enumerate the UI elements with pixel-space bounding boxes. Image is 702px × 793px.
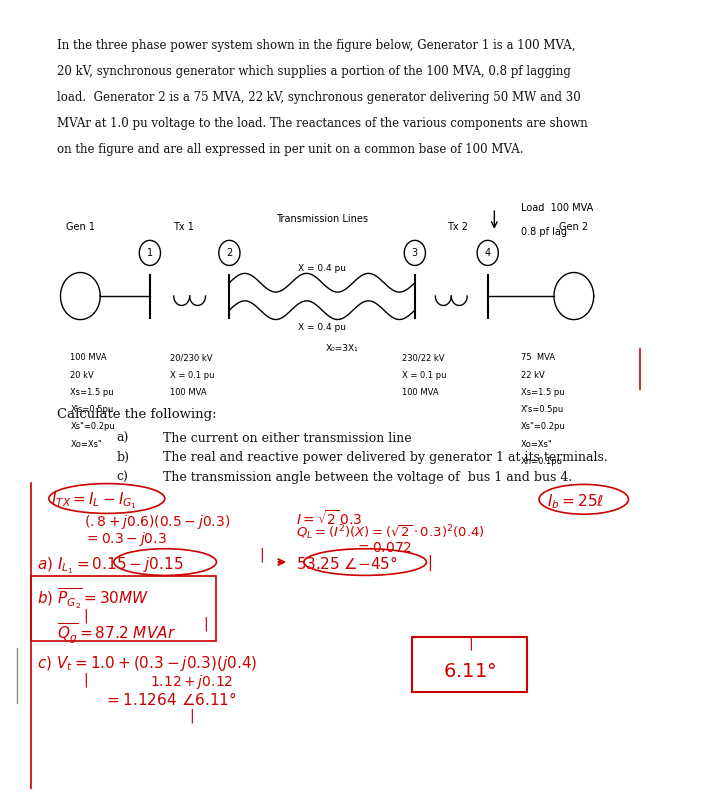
- Text: Transmission Lines: Transmission Lines: [276, 214, 368, 224]
- Text: $= 1.1264\ \angle 6.11°$: $= 1.1264\ \angle 6.11°$: [103, 691, 237, 707]
- Text: X's=0.5pu: X's=0.5pu: [70, 405, 114, 414]
- Text: |: |: [84, 608, 88, 623]
- Text: 3: 3: [412, 248, 418, 258]
- Text: $(.8+j0.6)(0.5-j0.3)$: $(.8+j0.6)(0.5-j0.3)$: [84, 512, 230, 531]
- Text: 22 kV: 22 kV: [521, 370, 545, 380]
- Text: $\overline{Q_g} = 87.2\ MVAr$: $\overline{Q_g} = 87.2\ MVAr$: [57, 622, 176, 646]
- Text: X = 0.4 pu: X = 0.4 pu: [298, 324, 346, 332]
- Text: Xn=0.1pu: Xn=0.1pu: [521, 457, 563, 466]
- Text: c): c): [117, 471, 128, 484]
- Text: $= 0.072$: $= 0.072$: [355, 541, 413, 555]
- Text: $c)\ V_t = 1.0 + (0.3-j0.3)(j0.4)$: $c)\ V_t = 1.0 + (0.3-j0.3)(j0.4)$: [37, 654, 258, 673]
- Text: The transmission angle between the voltage of  bus 1 and bus 4.: The transmission angle between the volta…: [163, 471, 572, 484]
- Text: |: |: [84, 672, 88, 688]
- Text: X = 0.4 pu: X = 0.4 pu: [298, 264, 346, 274]
- Text: $Q_L = (I^2)(X) = (\sqrt{2}\cdot 0.3)^2(0.4)$: $Q_L = (I^2)(X) = (\sqrt{2}\cdot 0.3)^2(…: [296, 523, 484, 542]
- Text: $6.11°$: $6.11°$: [443, 661, 496, 680]
- Text: $53.25\ \angle{-45°}$: $53.25\ \angle{-45°}$: [296, 555, 397, 572]
- Text: |: |: [203, 616, 208, 630]
- Text: $= 0.3-j0.3$: $= 0.3-j0.3$: [84, 530, 166, 548]
- Text: 100 MVA: 100 MVA: [70, 354, 107, 362]
- Text: 4: 4: [484, 248, 491, 258]
- Text: load.  Generator 2 is a 75 MVA, 22 kV, synchronous generator delivering 50 MW an: load. Generator 2 is a 75 MVA, 22 kV, sy…: [57, 91, 581, 104]
- Text: X₀=3X₁: X₀=3X₁: [326, 344, 358, 354]
- Text: |: |: [423, 555, 433, 571]
- Text: |: |: [190, 709, 194, 723]
- Text: X = 0.1 pu: X = 0.1 pu: [170, 370, 214, 380]
- Text: Gen 2: Gen 2: [559, 222, 588, 232]
- Text: a): a): [117, 432, 129, 445]
- Text: 2: 2: [226, 248, 232, 258]
- Text: $I = \sqrt{2}\,0.3$: $I = \sqrt{2}\,0.3$: [296, 508, 362, 527]
- Text: 100 MVA: 100 MVA: [170, 388, 206, 396]
- Text: Load  100 MVA: Load 100 MVA: [521, 203, 593, 213]
- Text: 0.8 pf lag: 0.8 pf lag: [521, 227, 567, 237]
- Text: Tx 2: Tx 2: [447, 222, 468, 232]
- Text: Gen 1: Gen 1: [66, 222, 95, 232]
- Text: MVAr at 1.0 pu voltage to the load. The reactances of the various components are: MVAr at 1.0 pu voltage to the load. The …: [57, 117, 588, 130]
- Text: X's=0.5pu: X's=0.5pu: [521, 405, 564, 414]
- Text: 1: 1: [147, 248, 153, 258]
- Text: |: |: [259, 547, 264, 561]
- Text: 20/230 kV: 20/230 kV: [170, 354, 212, 362]
- Text: 75  MVA: 75 MVA: [521, 354, 555, 362]
- Text: In the three phase power system shown in the figure below, Generator 1 is a 100 : In the three phase power system shown in…: [57, 40, 576, 52]
- Text: $I_{TX}= I_L - I_{G_1}$: $I_{TX}= I_L - I_{G_1}$: [51, 491, 136, 511]
- Text: Tx 1: Tx 1: [173, 222, 194, 232]
- Text: Xs=1.5 pu: Xs=1.5 pu: [521, 388, 564, 396]
- Text: |: |: [468, 635, 472, 649]
- Text: 20 kV: 20 kV: [70, 370, 94, 380]
- Text: 20 kV, synchronous generator which supplies a portion of the 100 MVA, 0.8 pf lag: 20 kV, synchronous generator which suppl…: [57, 65, 571, 79]
- Text: Xs"=0.2pu: Xs"=0.2pu: [70, 423, 115, 431]
- Text: The real and reactive power delivered by generator 1 at its terminals.: The real and reactive power delivered by…: [163, 451, 608, 465]
- Text: Xo=Xs": Xo=Xs": [70, 439, 102, 449]
- Text: Xs=1.5 pu: Xs=1.5 pu: [70, 388, 114, 396]
- Text: $1.12 + j0.12$: $1.12 + j0.12$: [150, 672, 233, 691]
- Text: 100 MVA: 100 MVA: [402, 388, 438, 396]
- Text: b): b): [117, 451, 130, 465]
- Text: Xo=Xs": Xo=Xs": [521, 439, 552, 449]
- Text: Xs"=0.2pu: Xs"=0.2pu: [521, 423, 566, 431]
- Text: on the figure and are all expressed in per unit on a common base of 100 MVA.: on the figure and are all expressed in p…: [57, 143, 524, 156]
- Text: 230/22 kV: 230/22 kV: [402, 354, 444, 362]
- Text: $b)\ \overline{P_{G_2}} = 30MW$: $b)\ \overline{P_{G_2}} = 30MW$: [37, 586, 150, 611]
- Text: Calculate the following:: Calculate the following:: [57, 408, 217, 421]
- Text: The current on either transmission line: The current on either transmission line: [163, 432, 412, 445]
- Text: $I_b = 25\ell$: $I_b = 25\ell$: [548, 492, 604, 511]
- Text: X = 0.1 pu: X = 0.1 pu: [402, 370, 446, 380]
- Text: $a)\ I_{L_1} = 0.15 - j0.15$: $a)\ I_{L_1} = 0.15 - j0.15$: [37, 555, 184, 576]
